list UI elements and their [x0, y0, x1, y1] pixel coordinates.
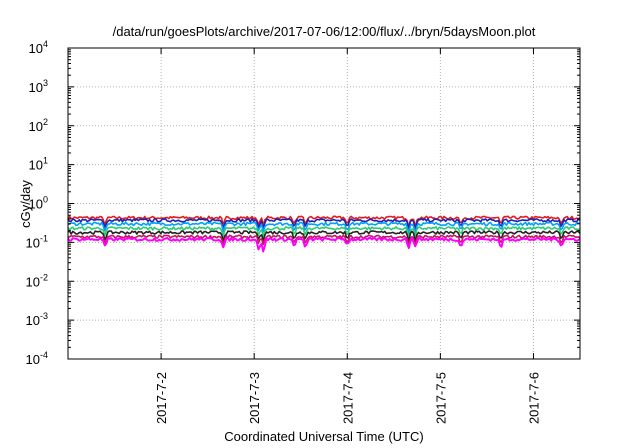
series-line [67, 218, 581, 231]
series-lines [67, 215, 581, 253]
y-tick-label: 100 [29, 195, 48, 212]
x-axis: 2017-7-2 2017-7-3 2017-7-4 2017-7-5 2017-7-6 [154, 48, 541, 424]
x-tick-label: 2017-7-2 [154, 372, 169, 424]
series-line [67, 236, 581, 253]
y-tick-label: 101 [29, 156, 48, 173]
x-axis-label: Coordinated Universal Time (UTC) [224, 429, 423, 444]
y-tick-label: 10-1 [26, 233, 48, 250]
x-tick-label: 2017-7-4 [340, 372, 355, 424]
series-line [67, 226, 581, 239]
y-tick-label: 104 [29, 39, 48, 56]
y-tick-label: 10-3 [26, 311, 48, 328]
x-tick-label: 2017-7-3 [247, 372, 262, 424]
y-tick-label: 103 [29, 78, 48, 95]
x-tick-label: 2017-7-5 [433, 372, 448, 424]
y-tick-label: 102 [29, 117, 48, 134]
y-axis: 104 103 102 101 100 10-1 10-2 10-3 10-4 [26, 39, 580, 367]
series-line [67, 230, 581, 244]
series-line [67, 215, 581, 229]
grid [68, 48, 580, 359]
y-axis-label: cGy/day [18, 180, 33, 228]
series-line [67, 221, 581, 235]
chart-title: /data/run/goesPlots/archive/2017-07-06/1… [113, 24, 536, 39]
y-tick-label: 10-4 [26, 350, 48, 367]
y-tick-label: 10-2 [26, 272, 48, 289]
x-tick-label: 2017-7-6 [526, 372, 541, 424]
